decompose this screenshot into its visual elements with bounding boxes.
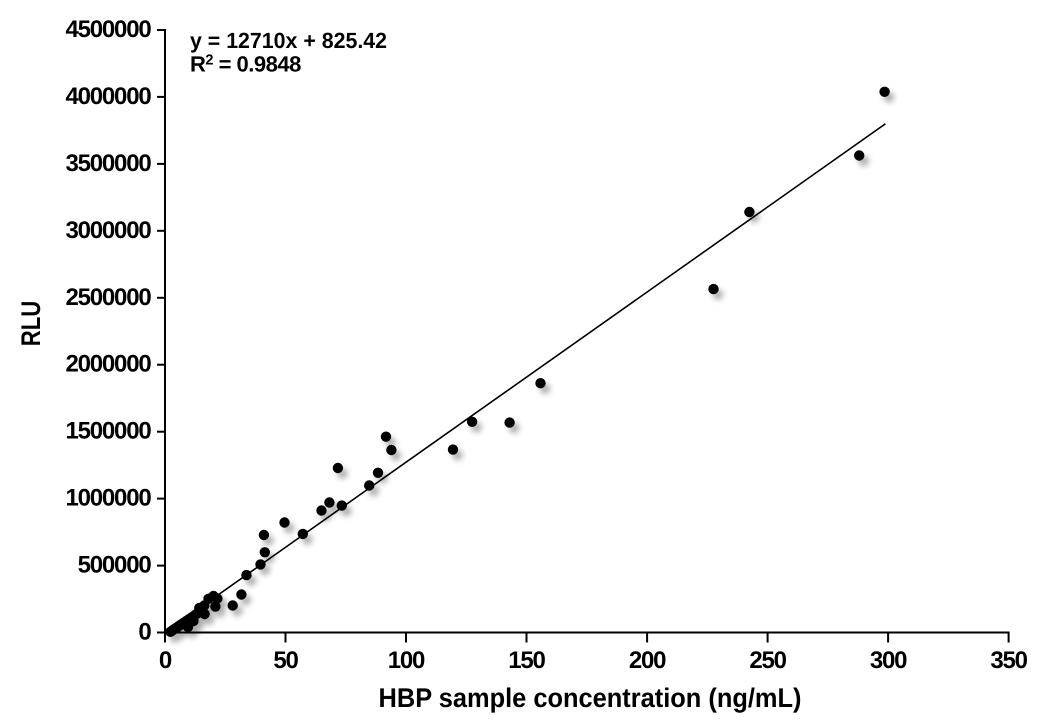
svg-text:50: 50 — [273, 647, 298, 674]
svg-text:2000000: 2000000 — [65, 351, 151, 378]
svg-text:HBP sample concentration (ng/m: HBP sample concentration (ng/mL) — [379, 683, 802, 713]
svg-text:0: 0 — [159, 647, 172, 674]
svg-text:2500000: 2500000 — [65, 284, 151, 311]
svg-text:200: 200 — [629, 647, 666, 674]
svg-text:y = 12710x + 825.42: y = 12710x + 825.42 — [190, 28, 387, 53]
svg-text:250: 250 — [749, 647, 786, 674]
svg-text:3500000: 3500000 — [65, 150, 151, 177]
svg-text:R2 = 0.9848: R2 = 0.9848 — [190, 52, 301, 77]
svg-text:150: 150 — [508, 647, 545, 674]
svg-text:100: 100 — [388, 647, 425, 674]
svg-text:350: 350 — [990, 647, 1027, 674]
svg-text:1500000: 1500000 — [65, 418, 151, 445]
svg-text:4000000: 4000000 — [65, 83, 151, 110]
svg-text:0: 0 — [138, 619, 151, 646]
svg-text:300: 300 — [870, 647, 907, 674]
svg-text:500000: 500000 — [78, 552, 152, 579]
svg-text:RLU: RLU — [16, 301, 46, 347]
svg-text:4500000: 4500000 — [65, 16, 151, 43]
svg-text:1000000: 1000000 — [65, 485, 151, 512]
svg-text:3000000: 3000000 — [65, 217, 151, 244]
